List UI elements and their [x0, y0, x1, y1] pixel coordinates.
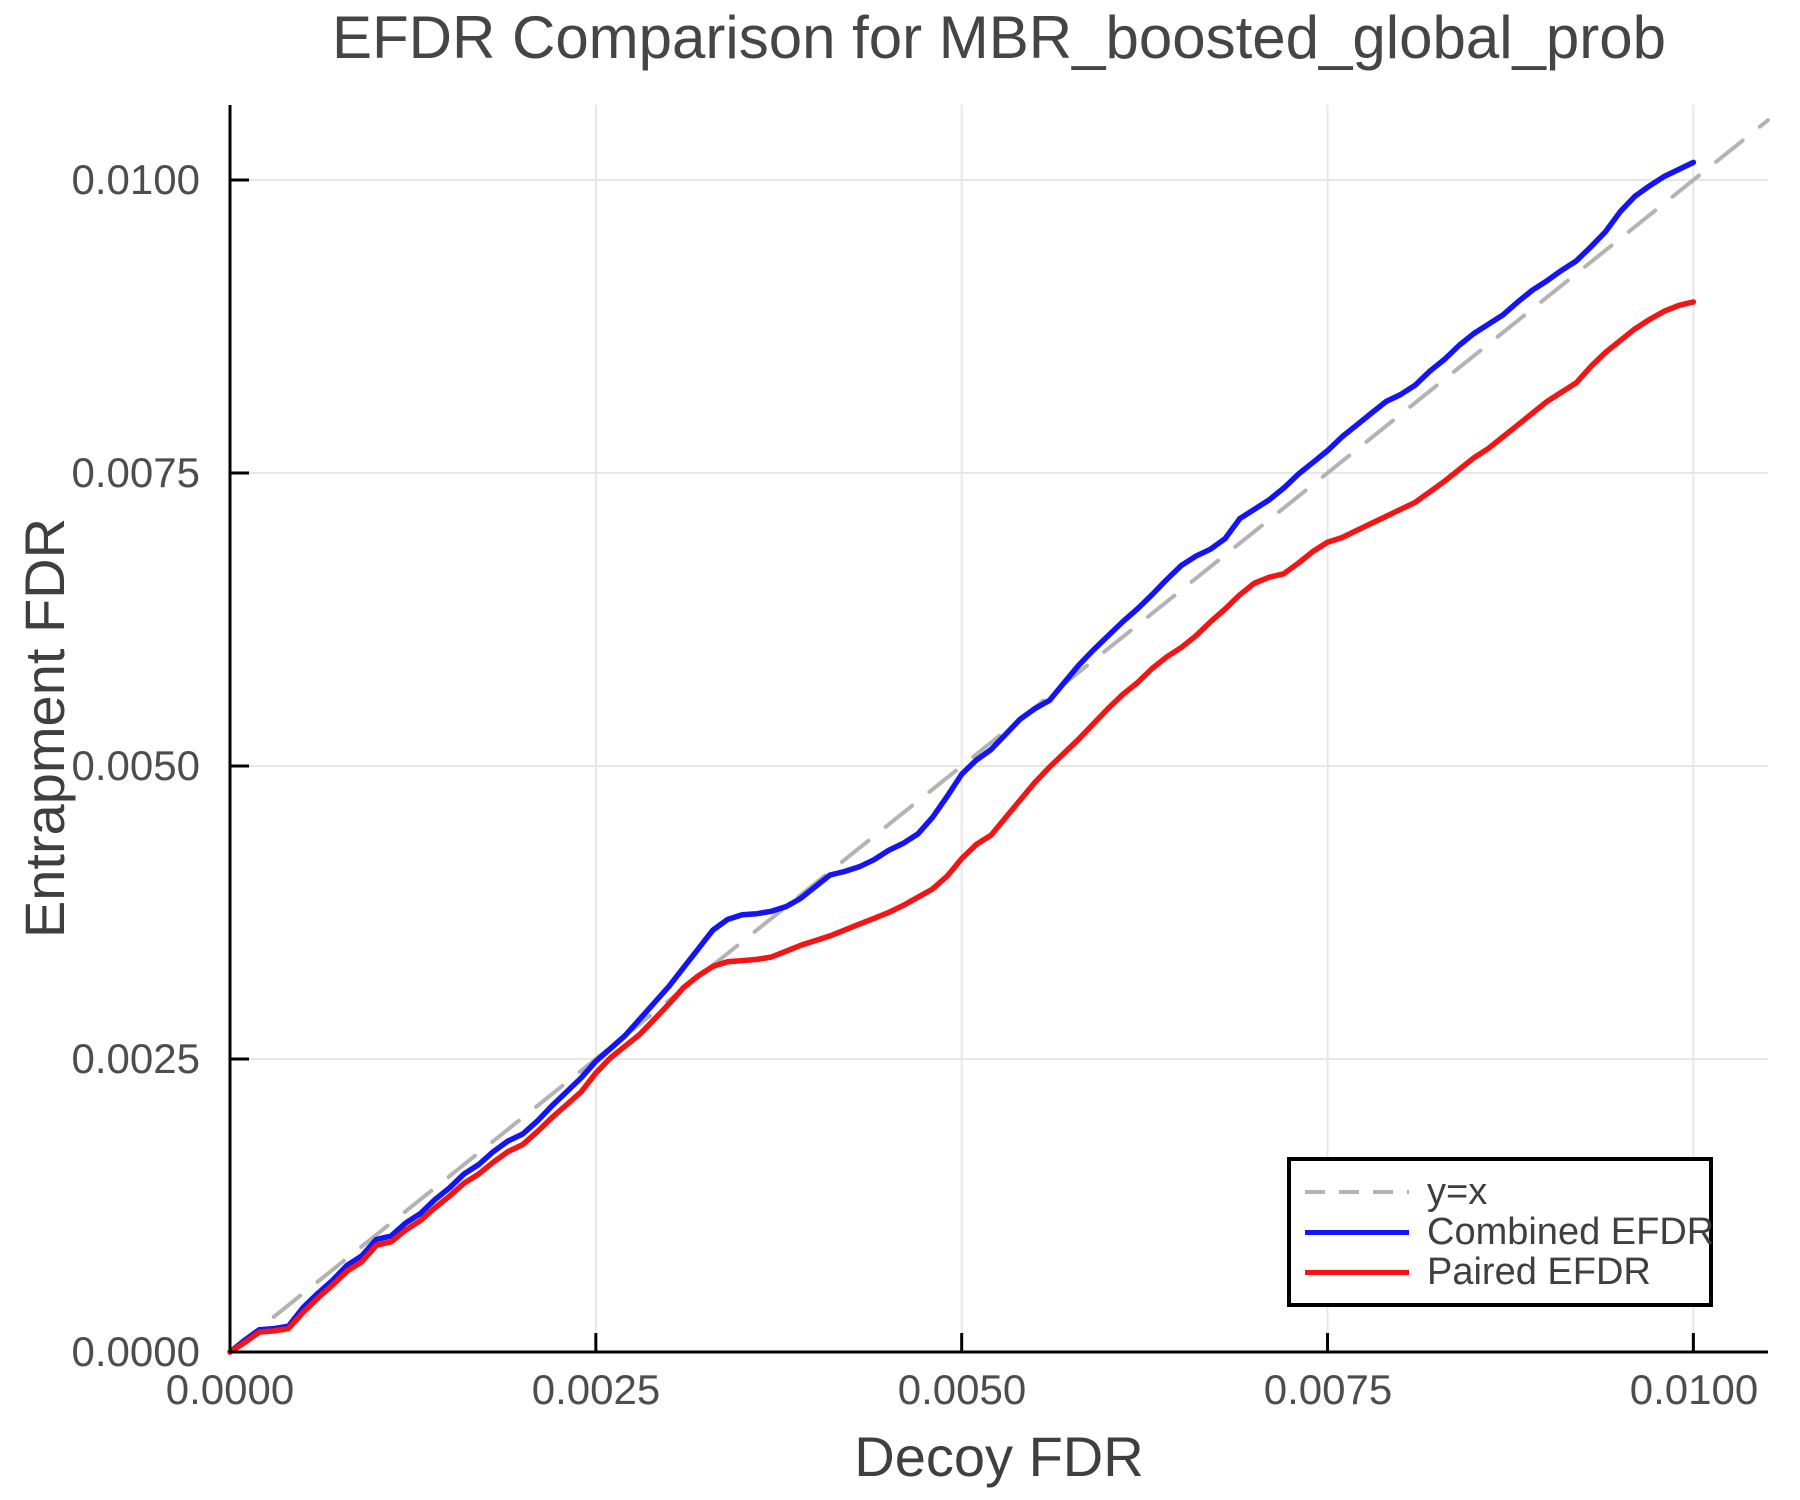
x-tick-label: 0.0050: [897, 1366, 1027, 1413]
series-line-y-x: [228, 118, 1770, 1354]
x-tick-label: 0.0100: [1629, 1366, 1759, 1413]
legend-label: y=x: [1427, 1171, 1488, 1213]
legend-label: Combined EFDR: [1427, 1211, 1715, 1253]
legend-label: Paired EFDR: [1427, 1251, 1651, 1293]
legend-line-sample-dashed: [1305, 1190, 1409, 1194]
y-tick-label: 0.0050: [71, 742, 200, 789]
legend: y=x Combined EFDR Paired EFDR: [1287, 1157, 1714, 1307]
x-tick-label: 0.0000: [165, 1366, 295, 1413]
x-tick-label: 0.0075: [1263, 1366, 1393, 1413]
legend-item-combined-efdr: Combined EFDR: [1305, 1213, 1714, 1251]
x-axis-label: Decoy FDR: [854, 1425, 1144, 1488]
legend-item-paired-efdr: Paired EFDR: [1305, 1253, 1709, 1291]
legend-line-sample-paired: [1305, 1269, 1409, 1275]
legend-item-yx: y=x: [1305, 1173, 1709, 1211]
y-tick-label: 0.0075: [71, 449, 200, 496]
legend-line-sample-combined: [1305, 1229, 1409, 1235]
y-tick-label: 0.0025: [71, 1035, 200, 1082]
x-tick-label: 0.0025: [531, 1366, 661, 1413]
y-tick-label: 0.0100: [71, 156, 200, 203]
chart-title: EFDR Comparison for MBR_boosted_global_p…: [331, 4, 1666, 71]
y-tick-label: 0.0000: [71, 1328, 200, 1375]
series-line-paired-efdr: [227, 299, 1697, 1355]
series-line-combined-efdr: [227, 159, 1697, 1355]
y-axis-label: Entrapment FDR: [13, 517, 76, 939]
